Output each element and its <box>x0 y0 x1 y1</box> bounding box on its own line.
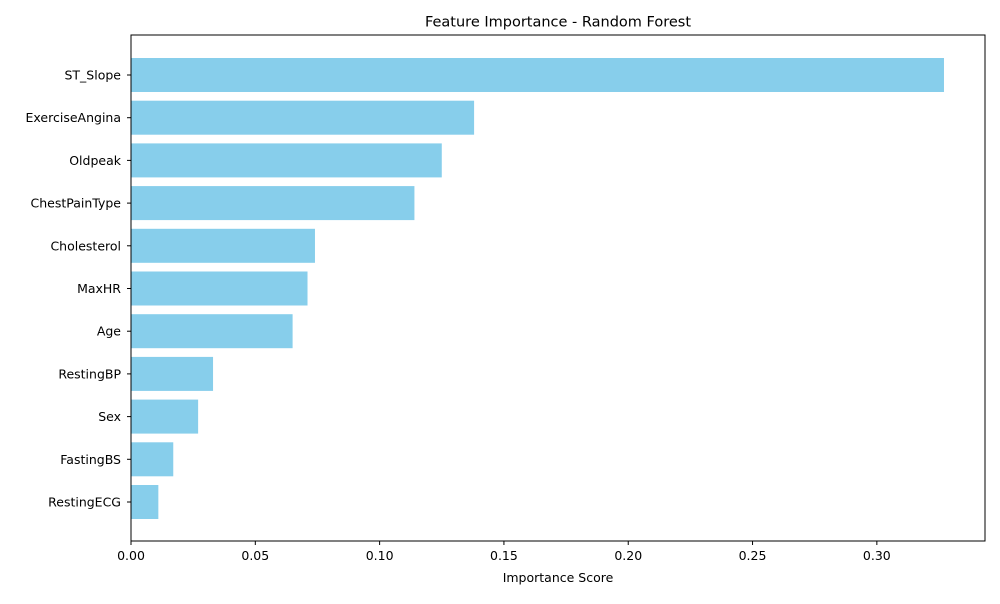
x-tick-label-4: 0.20 <box>614 548 642 563</box>
bar-st-slope <box>131 58 944 92</box>
y-axis: ST_Slope ExerciseAngina Oldpeak ChestPainTy… <box>26 68 131 510</box>
y-tick-label-oldpeak: Oldpeak <box>69 153 122 168</box>
y-tick-label-maxhr: MaxHR <box>77 281 121 296</box>
y-tick-label-sex: Sex <box>98 409 121 424</box>
chart-title: Feature Importance - Random Forest <box>425 15 691 31</box>
bar-sex <box>131 399 199 434</box>
bar-cholesterol <box>131 228 315 263</box>
x-tick-label-5: 0.25 <box>739 548 767 563</box>
y-tick-label-fastingbs: FastingBS <box>60 452 121 467</box>
bar-fastingbs <box>131 442 174 477</box>
bar-oldpeak <box>131 143 442 178</box>
bar-exerciseangina <box>131 100 475 135</box>
y-tick-label-chestpaintype: ChestPainType <box>31 196 122 211</box>
bar-restingbp <box>131 356 214 391</box>
x-axis-label: Importance Score <box>503 570 614 585</box>
y-tick-label-restingecg: RestingECG <box>48 495 121 510</box>
y-tick-label-exerciseangina: ExerciseAngina <box>26 110 121 125</box>
x-tick-label-2: 0.10 <box>366 548 394 563</box>
bars-layer <box>131 58 944 519</box>
bar-chestpaintype <box>131 186 415 221</box>
y-tick-label-restingbp: RestingBP <box>58 366 121 381</box>
x-tick-label-3: 0.15 <box>490 548 518 563</box>
y-tick-label-cholesterol: Cholesterol <box>50 238 121 253</box>
y-tick-label-age: Age <box>97 324 121 339</box>
bar-maxhr <box>131 271 308 306</box>
x-tick-label-1: 0.05 <box>241 548 269 563</box>
x-tick-label-0: 0.00 <box>117 548 145 563</box>
x-tick-label-6: 0.30 <box>863 548 891 563</box>
x-axis: 0.00 0.05 0.10 0.15 0.20 0.25 0.30 <box>117 541 891 563</box>
bar-age <box>131 314 293 349</box>
y-tick-label-st-slope: ST_Slope <box>64 68 121 83</box>
bar-restingecg <box>131 485 159 519</box>
